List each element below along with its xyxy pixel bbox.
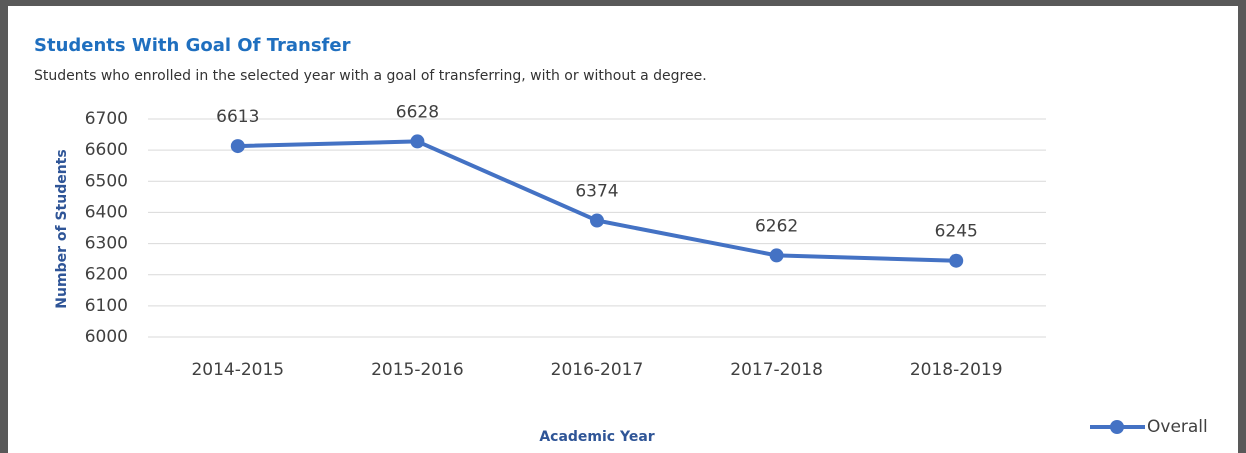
chart-title: Students With Goal Of Transfer [34, 35, 351, 56]
y-tick-label: 6000 [85, 327, 128, 347]
chart-subtitle: Students who enrolled in the selected ye… [34, 68, 707, 84]
data-label: 6262 [755, 216, 798, 236]
marker [230, 139, 245, 154]
y-tick-label: 6600 [85, 140, 128, 160]
x-tick-label: 2016-2017 [551, 360, 644, 380]
y-tick-label: 6700 [85, 109, 128, 129]
legend-label: Overall [1147, 417, 1208, 437]
y-tick-label: 6200 [85, 265, 128, 285]
panel [8, 6, 1238, 453]
data-label: 6613 [216, 107, 259, 127]
marker [410, 134, 425, 149]
y-tick-label: 6300 [85, 234, 128, 254]
data-label: 6628 [396, 102, 439, 122]
data-label: 6374 [575, 182, 618, 202]
x-tick-label: 2017-2018 [730, 360, 823, 380]
x-tick-label: 2018-2019 [910, 360, 1003, 380]
marker [769, 248, 784, 263]
y-tick-label: 6400 [85, 202, 128, 222]
y-tick-label: 6100 [85, 296, 128, 316]
x-tick-label: 2015-2016 [371, 360, 464, 380]
marker [949, 253, 964, 268]
marker [590, 213, 604, 228]
data-label: 6245 [935, 222, 978, 242]
legend-marker [1110, 420, 1124, 434]
y-axis-title: Number of Students [54, 149, 70, 308]
x-tick-label: 2014-2015 [191, 360, 284, 380]
y-tick-label: 6500 [85, 171, 128, 191]
x-axis-title: Academic Year [539, 429, 654, 445]
